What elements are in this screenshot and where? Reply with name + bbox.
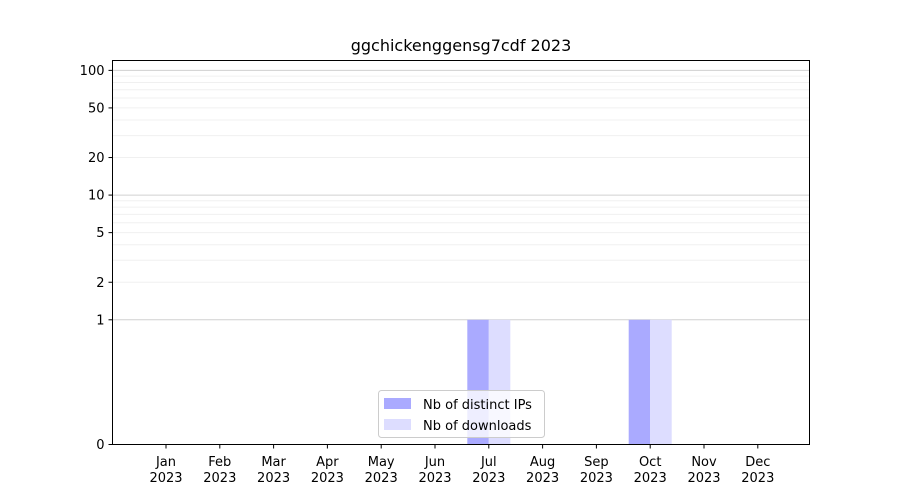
legend: Nb of distinct IPs Nb of downloads — [378, 390, 545, 438]
plot-frame — [112, 60, 810, 445]
y-axis: 0 1 2 5 10 20 50 100 — [80, 64, 113, 453]
legend-box — [378, 390, 545, 438]
legend-label-downloads: Nb of downloads — [423, 419, 532, 434]
bar-distinct-ips — [628, 319, 651, 445]
x-tick-label-year: 2023 — [687, 471, 720, 486]
x-tick-label-year: 2023 — [741, 471, 774, 486]
x-tick-label-month: Jan — [155, 455, 176, 470]
x-tick-label-month: Jul — [480, 455, 497, 470]
legend-swatch-ips — [384, 398, 411, 409]
grid-lines — [112, 69, 810, 321]
legend-swatch-downloads — [384, 419, 411, 430]
x-tick-label-year: 2023 — [257, 471, 290, 486]
x-tick-label-year: 2023 — [526, 471, 559, 486]
x-tick-label-year: 2023 — [149, 471, 182, 486]
x-tick-label-month: Oct — [639, 455, 661, 470]
y-tick-label: 5 — [96, 226, 104, 241]
legend-label-ips: Nb of distinct IPs — [423, 398, 532, 413]
chart-title: ggchickenggensg7cdf 2023 — [351, 36, 572, 55]
x-tick-label-month: Aug — [530, 455, 555, 470]
x-tick-label-year: 2023 — [311, 471, 344, 486]
y-tick-label: 10 — [88, 189, 105, 204]
y-tick-label: 1 — [96, 313, 104, 328]
x-tick-label-month: Jun — [424, 455, 445, 470]
x-tick-label-month: Dec — [745, 455, 770, 470]
x-tick-label-month: Nov — [691, 455, 717, 470]
x-tick-label-month: Mar — [261, 455, 286, 470]
x-tick-label-year: 2023 — [418, 471, 451, 486]
x-axis: Jan2023Feb2023Mar2023Apr2023May2023Jun20… — [149, 444, 774, 486]
y-tick-label: 0 — [96, 438, 104, 453]
y-tick-label: 50 — [88, 101, 105, 116]
x-tick-label-year: 2023 — [580, 471, 613, 486]
y-tick-label: 20 — [88, 151, 105, 166]
y-tick-label: 100 — [80, 64, 105, 79]
y-tick-label: 2 — [96, 276, 104, 291]
x-tick-label-month: Apr — [316, 455, 339, 470]
bar-downloads — [650, 319, 672, 445]
x-tick-label-month: May — [368, 455, 395, 470]
x-tick-label-year: 2023 — [365, 471, 398, 486]
x-tick-label-year: 2023 — [203, 471, 236, 486]
x-tick-label-year: 2023 — [472, 471, 505, 486]
x-tick-label-month: Sep — [584, 455, 609, 470]
x-tick-label-year: 2023 — [634, 471, 667, 486]
x-tick-label-month: Feb — [208, 455, 231, 470]
